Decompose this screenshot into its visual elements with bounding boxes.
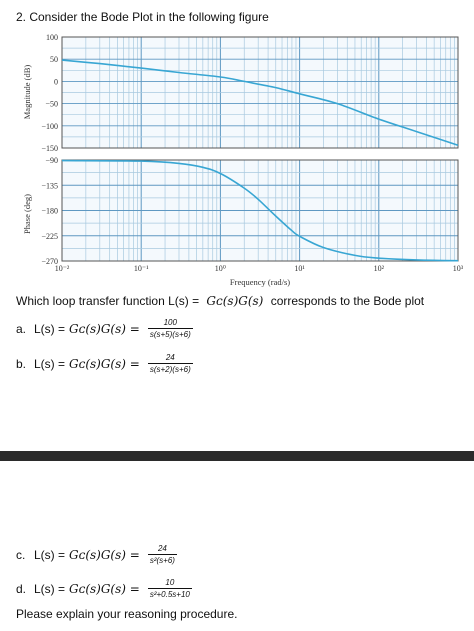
- x-tick-label: 10⁰: [215, 264, 226, 273]
- option-fraction: 24 s²(s+6): [147, 544, 177, 565]
- option-lhs: L(s) =: [34, 581, 66, 596]
- option-b[interactable]: b. L(s) = Gᴄ(s)G(s) = 24 s(s+2)(s+6): [16, 353, 193, 374]
- option-letter: d.: [16, 581, 27, 596]
- y-tick-label: 50: [50, 55, 58, 64]
- y-tick-label: −180: [41, 207, 58, 216]
- option-lhs: L(s) =: [34, 547, 66, 562]
- option-lhs: L(s) =: [34, 321, 66, 336]
- x-axis-label: Frequency (rad/s): [230, 277, 290, 287]
- option-fraction: 10 s²+0.5s+10: [147, 578, 192, 599]
- fraction-denominator: s²(s+6): [147, 554, 177, 565]
- phase-curve: [61, 159, 459, 262]
- phase-panel: −90 −135 −180 −225 −270 Phase (deg) 10⁻² 10⁻¹ 10…: [22, 156, 464, 287]
- fraction-numerator: 100: [163, 318, 177, 327]
- option-letter: b.: [16, 356, 27, 371]
- option-fraction: 100 s(s+5)(s+6): [147, 318, 193, 339]
- x-tick-label: 10⁻¹: [134, 264, 149, 273]
- question-title: 2. Consider the Bode Plot in the followi…: [16, 10, 269, 24]
- y-tick-label: −150: [41, 144, 58, 153]
- section-divider: [0, 451, 474, 461]
- option-a[interactable]: a. L(s) = Gᴄ(s)G(s) = 100 s(s+5)(s+6): [16, 318, 193, 339]
- plot-frame: [61, 159, 459, 262]
- fraction-denominator: s(s+2)(s+6): [147, 363, 193, 374]
- fraction-denominator: s(s+5)(s+6): [147, 328, 193, 339]
- y-tick-label: −100: [41, 122, 58, 131]
- y-tick-label: 100: [46, 33, 58, 42]
- option-lhs: L(s) =: [34, 356, 66, 371]
- y-tick-label: −50: [45, 100, 58, 109]
- magnitude-panel: 100 50 0 −50 −100 −150 Magnitude (dB): [22, 33, 459, 153]
- y-tick-label: 0: [54, 77, 58, 86]
- fraction-numerator: 10: [165, 578, 175, 587]
- fraction-denominator: s²+0.5s+10: [147, 588, 192, 599]
- fraction-numerator: 24: [165, 353, 175, 362]
- prompt-math: Gᴄ(s)G(s): [206, 294, 264, 308]
- question-prompt: Which loop transfer function L(s) = Gᴄ(s…: [16, 294, 424, 308]
- option-math: Gᴄ(s)G(s) =: [69, 321, 140, 336]
- y-tick-label: −225: [41, 232, 58, 241]
- x-tick-label: 10²: [374, 264, 385, 273]
- x-tick-label: 10¹: [294, 264, 305, 273]
- y-tick-label: −90: [45, 156, 58, 165]
- magnitude-curve: [61, 59, 459, 147]
- prompt-suffix: corresponds to the Bode plot: [267, 294, 425, 308]
- plot-frame: [61, 36, 459, 149]
- reasoning-instruction: Please explain your reasoning procedure.: [16, 607, 238, 621]
- x-tick-label: 10³: [453, 264, 464, 273]
- y-tick-label: −270: [41, 257, 58, 266]
- option-d[interactable]: d. L(s) = Gᴄ(s)G(s) = 10 s²+0.5s+10: [16, 578, 192, 599]
- y-axis-label: Magnitude (dB): [22, 65, 32, 120]
- option-fraction: 24 s(s+2)(s+6): [147, 353, 193, 374]
- option-letter: a.: [16, 321, 27, 336]
- y-tick-label: −135: [41, 181, 58, 190]
- y-axis-label: Phase (deg): [22, 194, 32, 234]
- option-math: Gᴄ(s)G(s) =: [69, 356, 140, 371]
- option-letter: c.: [16, 547, 26, 562]
- x-tick-label: 10⁻²: [55, 264, 70, 273]
- option-math: Gᴄ(s)G(s) =: [69, 581, 140, 596]
- prompt-prefix: Which loop transfer function L(s) =: [16, 294, 203, 308]
- fraction-numerator: 24: [157, 544, 167, 553]
- option-math: Gᴄ(s)G(s) =: [69, 547, 140, 562]
- option-c[interactable]: c. L(s) = Gᴄ(s)G(s) = 24 s²(s+6): [16, 544, 177, 565]
